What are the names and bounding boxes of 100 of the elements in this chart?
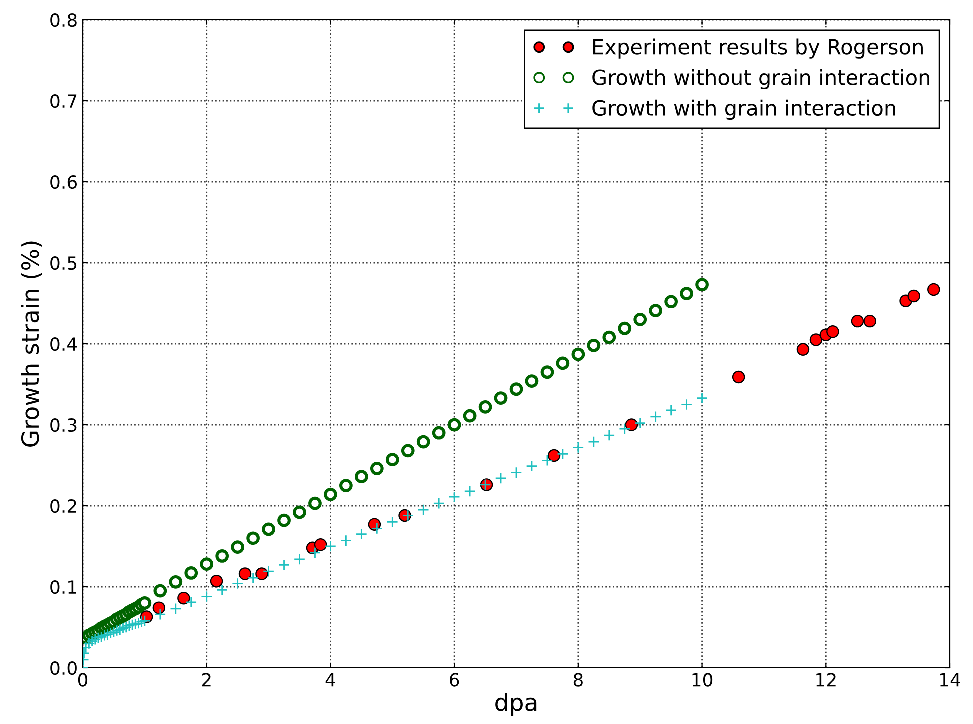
point: [278, 514, 291, 528]
point: [665, 404, 678, 416]
legend-label: Growth without grain interaction: [592, 69, 930, 90]
point: [154, 608, 166, 620]
point: [340, 534, 352, 547]
y-tick-label: 0.6: [50, 175, 78, 190]
point: [851, 314, 864, 328]
point: [416, 435, 430, 449]
point: [314, 538, 328, 552]
point: [231, 540, 244, 554]
point: [433, 498, 445, 510]
point: [650, 411, 662, 423]
point: [557, 448, 569, 460]
legend-label: Growth with grain interaction: [592, 100, 896, 120]
point: [201, 590, 213, 603]
point: [525, 374, 539, 388]
y-tick-label: 0.4: [50, 337, 78, 352]
point: [216, 584, 228, 596]
point: [256, 568, 268, 580]
point: [448, 418, 462, 432]
point: [432, 426, 446, 440]
x-tick-label: 10: [692, 673, 713, 687]
point: [680, 398, 693, 411]
point: [542, 454, 554, 466]
point: [169, 575, 183, 589]
point: [278, 559, 290, 571]
point: [356, 528, 368, 540]
point: [324, 540, 337, 552]
y-tick-label: 0.7: [50, 94, 77, 108]
point: [418, 504, 430, 516]
y-tick-label: 0.1: [50, 580, 76, 594]
point: [401, 444, 415, 458]
point: [540, 366, 554, 380]
x-tick-label: 4: [326, 673, 336, 687]
legend-label: Experiment results by Rogerson: [594, 38, 923, 59]
y-tick-label: 0.3: [50, 418, 77, 432]
x-axis-title: dpa: [496, 693, 537, 716]
point: [262, 522, 276, 536]
point: [587, 338, 601, 352]
x-tick-label: 12: [816, 673, 836, 687]
point: [448, 491, 460, 503]
point: [386, 453, 400, 467]
y-tick-label: 0.8: [50, 13, 77, 28]
point: [826, 325, 840, 338]
x-tick-label: 8: [574, 673, 583, 687]
point: [625, 418, 638, 432]
x-tick-label: 6: [450, 673, 460, 687]
point: [170, 603, 182, 615]
x-tick-label: 0: [78, 673, 88, 687]
y-axis-title: Growth strain (%): [21, 242, 42, 447]
point: [294, 554, 306, 566]
point: [619, 423, 631, 435]
point: [864, 314, 876, 328]
point: [664, 295, 678, 309]
point: [308, 496, 322, 510]
y-tick-label: 0.0: [50, 661, 77, 676]
point: [478, 400, 492, 414]
point: [908, 290, 920, 303]
point: [178, 592, 190, 605]
point: [210, 574, 224, 588]
point: [152, 602, 166, 614]
point: [588, 436, 600, 448]
point: [602, 330, 616, 344]
point: [572, 348, 586, 362]
point: [548, 449, 561, 462]
point: [618, 322, 632, 336]
y-tick-label: 0.2: [50, 499, 76, 514]
point: [370, 462, 384, 476]
point: [216, 550, 230, 563]
point: [680, 287, 694, 300]
x-tick-label: 2: [202, 673, 211, 687]
point: [464, 486, 476, 498]
point: [928, 283, 940, 296]
point: [238, 568, 252, 580]
point: [649, 304, 663, 318]
point: [200, 558, 214, 571]
point: [371, 522, 384, 535]
point: [247, 572, 260, 584]
point: [154, 584, 168, 598]
point: [604, 430, 616, 442]
point: [386, 516, 398, 528]
point: [510, 466, 522, 479]
point: [262, 566, 275, 578]
point: [572, 442, 584, 454]
point: [463, 409, 477, 423]
point: [324, 488, 338, 502]
point: [246, 532, 260, 546]
point: [309, 547, 322, 559]
point: [556, 356, 570, 370]
point: [526, 460, 538, 472]
point: [696, 278, 709, 292]
y-tick-label: 0.5: [50, 256, 77, 270]
point: [138, 596, 152, 610]
point: [810, 334, 823, 346]
point: [340, 479, 353, 492]
point: [184, 566, 198, 580]
point: [732, 370, 746, 384]
point: [186, 596, 198, 608]
point: [232, 578, 244, 590]
x-tick-label: 14: [940, 673, 960, 687]
